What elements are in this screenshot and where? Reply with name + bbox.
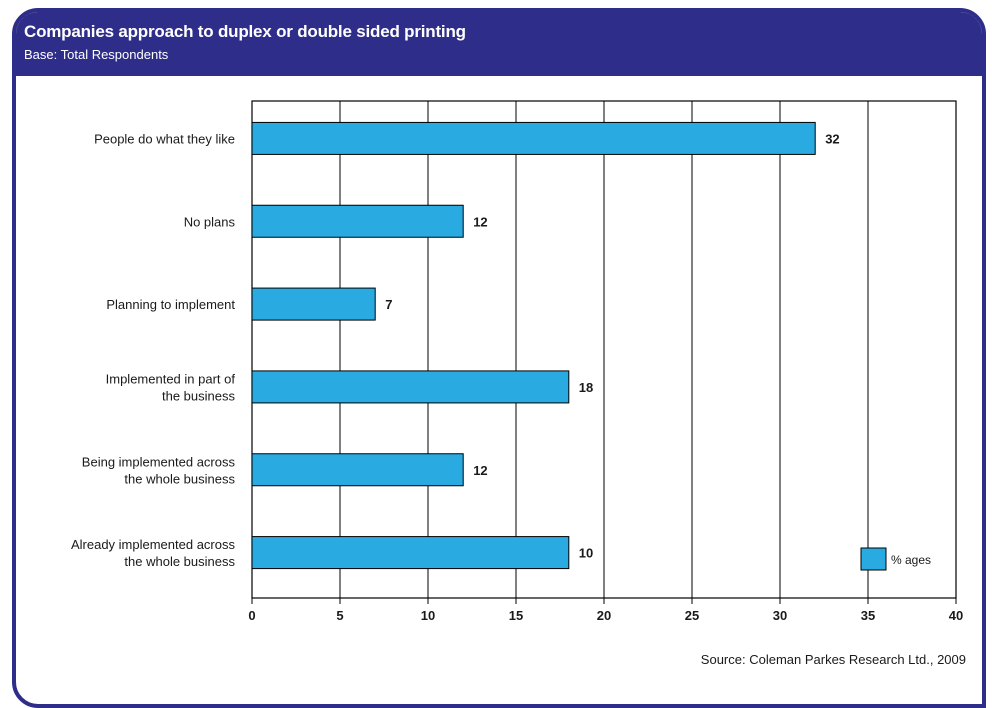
bar bbox=[251, 204, 464, 238]
x-tick-label: 35 bbox=[861, 608, 875, 623]
bar bbox=[251, 370, 570, 404]
category-label: Implemented in part of the business bbox=[106, 371, 236, 403]
data-label: 12 bbox=[473, 463, 487, 478]
category-label: Planning to implement bbox=[106, 297, 235, 312]
chart-subtitle: Base: Total Respondents bbox=[24, 47, 169, 62]
bar bbox=[251, 121, 816, 155]
category-label: People do what they like bbox=[94, 131, 235, 146]
source-note: Source: Coleman Parkes Research Ltd., 20… bbox=[700, 652, 966, 667]
chart-header: Companies approach to duplex or double s… bbox=[16, 12, 982, 76]
x-tick-label: 10 bbox=[421, 608, 435, 623]
bar bbox=[251, 453, 464, 487]
data-label: 12 bbox=[473, 214, 487, 229]
category-label: Being implemented across the whole busine… bbox=[82, 454, 236, 486]
legend-swatch bbox=[860, 547, 887, 571]
data-label: 10 bbox=[579, 546, 593, 561]
bar bbox=[251, 287, 376, 321]
x-tick-label: 0 bbox=[248, 608, 255, 623]
category-label: Already implemented across the whole busi… bbox=[71, 537, 236, 569]
data-label: 32 bbox=[825, 131, 839, 146]
x-tick-label: 40 bbox=[949, 608, 963, 623]
x-tick-label: 30 bbox=[773, 608, 787, 623]
category-label: No plans bbox=[184, 214, 236, 229]
bar bbox=[251, 536, 570, 570]
x-tick-label: 5 bbox=[336, 608, 343, 623]
x-tick-label: 15 bbox=[509, 608, 523, 623]
bar-chart: 0 5 10 15 20 25 30 35 40 32 People do what they li… bbox=[71, 100, 963, 623]
data-label: 18 bbox=[579, 380, 593, 395]
x-tick-label: 20 bbox=[597, 608, 611, 623]
chart-title: Companies approach to duplex or double s… bbox=[24, 22, 466, 41]
x-tick-label: 25 bbox=[685, 608, 699, 623]
legend-label: % ages bbox=[891, 553, 931, 567]
data-label: 7 bbox=[385, 297, 392, 312]
